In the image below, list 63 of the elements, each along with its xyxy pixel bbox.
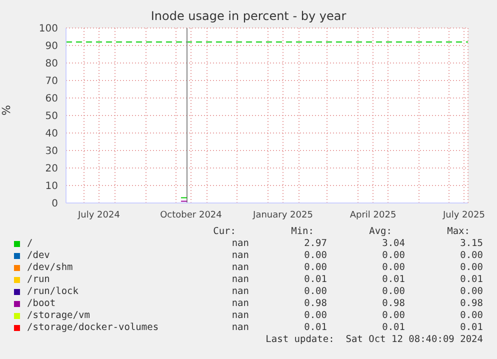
text: 0.01 <box>304 322 327 333</box>
text: 0.01 <box>460 274 483 285</box>
text: 3.15 <box>460 238 483 249</box>
y-tick-label: 60 <box>45 94 58 105</box>
x-tick-label: April 2025 <box>350 210 396 220</box>
text: nan <box>232 262 249 273</box>
legend-label: /dev <box>27 250 50 261</box>
text: 0.00 <box>304 286 327 297</box>
text: 0.01 <box>304 274 327 285</box>
x-tick-label: July 2024 <box>77 210 120 220</box>
y-tick-label: 20 <box>45 164 58 175</box>
text: 0.98 <box>304 298 327 309</box>
legend-label: /storage/docker-volumes <box>27 322 159 333</box>
legend-label: /storage/vm <box>27 310 90 321</box>
y-tick-label: 90 <box>45 41 58 52</box>
text: 0.01 <box>382 274 405 285</box>
legend-label: /run <box>27 274 50 285</box>
text: Min: <box>291 226 314 237</box>
legend-label: /boot <box>27 298 56 309</box>
text: 0.00 <box>304 250 327 261</box>
text: 0.98 <box>460 298 483 309</box>
x-tick-label: July 2025 <box>442 210 485 220</box>
text: Avg: <box>369 226 392 237</box>
legend-label: /dev/shm <box>27 262 73 273</box>
text: nan <box>232 298 249 309</box>
legend-label: /run/lock <box>27 286 78 297</box>
text: 0.00 <box>460 250 483 261</box>
text: 0.00 <box>304 262 327 273</box>
y-axis-title: % <box>0 105 13 116</box>
y-tick-label: 0 <box>52 198 58 210</box>
y-tick-label: 10 <box>45 181 58 192</box>
text: nan <box>232 322 249 333</box>
text: 0.00 <box>460 310 483 321</box>
y-tick-label: 80 <box>45 58 58 70</box>
text: 0.00 <box>382 286 405 297</box>
text: nan <box>232 286 249 297</box>
text: 3.04 <box>382 238 405 249</box>
text: nan <box>232 250 249 261</box>
text: nan <box>232 274 249 285</box>
text: nan <box>232 238 249 249</box>
text: nan <box>232 310 249 321</box>
text: 0.00 <box>460 262 483 273</box>
text: 0.00 <box>304 310 327 321</box>
text: 0.00 <box>382 310 405 321</box>
y-tick-label: 100 <box>38 24 58 35</box>
text: Cur: <box>213 226 236 237</box>
text: 0.00 <box>382 262 405 273</box>
text: 0.01 <box>382 322 405 333</box>
y-tick-label: 40 <box>45 128 58 140</box>
y-tick-label: 50 <box>45 111 58 122</box>
text: 2.97 <box>304 238 327 249</box>
text: 0.00 <box>460 286 483 297</box>
text: Max: <box>447 226 470 237</box>
text: 0.00 <box>382 250 405 261</box>
y-tick-label: 30 <box>45 146 58 158</box>
y-tick-label: 70 <box>45 76 58 88</box>
text: 0.01 <box>460 322 483 333</box>
x-tick-label: January 2025 <box>252 210 313 220</box>
legend-label: / <box>27 238 33 249</box>
text: Last update: Sat Oct 12 08:40:09 2024 <box>266 334 483 345</box>
x-tick-label: October 2024 <box>160 210 222 220</box>
text: 0.98 <box>382 298 405 309</box>
chart-title: Inode usage in percent - by year <box>150 9 348 23</box>
